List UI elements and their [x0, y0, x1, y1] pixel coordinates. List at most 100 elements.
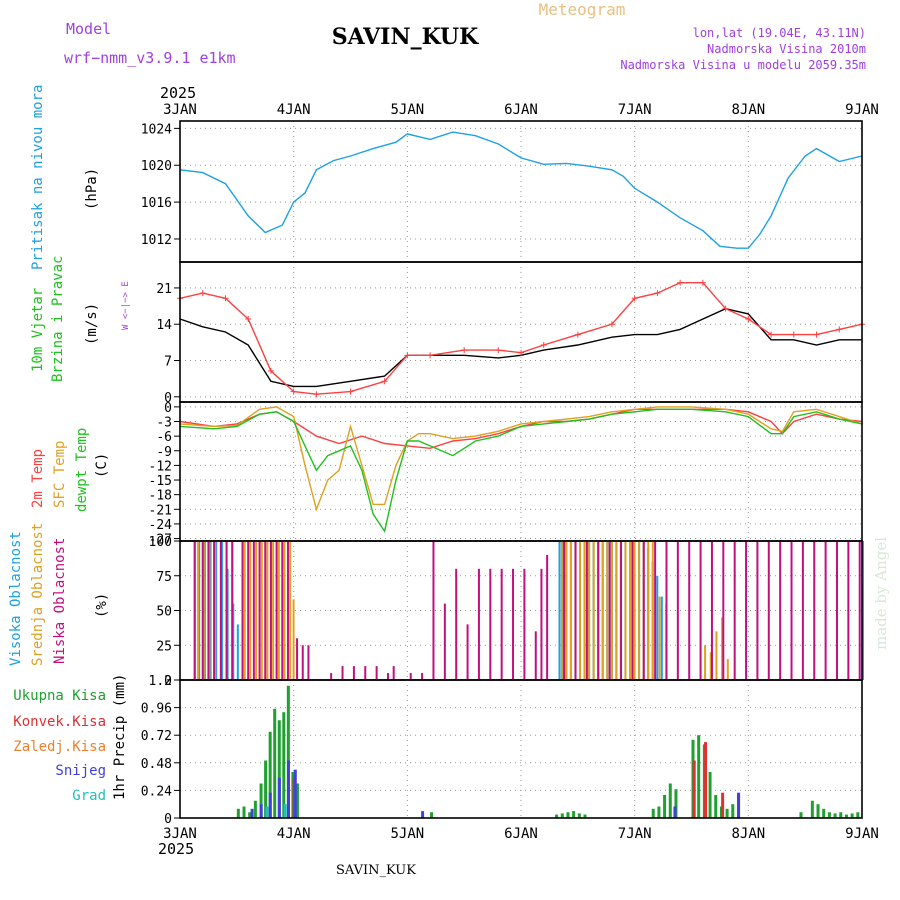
x-tick-label-bottom: 4JAN: [277, 826, 311, 842]
bar-snijeg: [268, 792, 272, 818]
bar-niska-oblacnost: [756, 541, 759, 680]
bar-niska-oblacnost: [301, 645, 304, 680]
bar-niska-oblacnost: [835, 541, 838, 680]
series-line-gust: [179, 282, 863, 395]
bar-niska-oblacnost: [201, 541, 204, 680]
panel-pressure: 1012 1016 1020 1024: [141, 120, 863, 263]
bar-ukupna-kisa: [714, 795, 718, 818]
bar-niska-oblacnost: [193, 541, 196, 680]
bar-visoka-oblacnost: [561, 541, 564, 680]
wind-unit: (m/s): [84, 303, 100, 345]
bar-ukupna-kisa: [657, 806, 661, 818]
bar-ukupna-kisa: [651, 808, 655, 818]
bar-niska-oblacnost: [597, 541, 600, 680]
bar-srednja-oblacnost: [704, 645, 707, 680]
bar-konvek-kisa: [692, 760, 696, 818]
bar-niska-oblacnost: [213, 541, 216, 680]
bar-ukupna-kisa: [572, 811, 576, 818]
bar-ukupna-kisa: [827, 812, 831, 818]
gust-marker: [813, 331, 820, 338]
gust-marker: [245, 316, 252, 323]
bar-niska-oblacnost: [341, 666, 344, 680]
bar-snijeg: [259, 804, 263, 818]
bar-niska-oblacnost: [307, 645, 310, 680]
bar-niska-oblacnost: [387, 673, 389, 680]
x-tick-label-top: 9JAN: [845, 102, 879, 118]
bar-ukupna-kisa: [850, 813, 854, 818]
x-tick-label-bottom: 5JAN: [390, 826, 424, 842]
bar-niska-oblacnost: [225, 541, 228, 680]
bar-srednja-oblacnost: [197, 541, 200, 680]
y-tick-label: 0: [164, 674, 172, 689]
bar-ukupna-kisa: [816, 804, 820, 818]
cloud-high-label: Visoka Oblacnost: [8, 531, 24, 666]
y-tick-label: 0.72: [141, 729, 172, 744]
bar-visoka-oblacnost: [203, 541, 206, 680]
altitude-text: Nadmorska Visina 2010m: [707, 42, 866, 56]
y-tick-label: -12: [149, 459, 172, 474]
y-tick-label: 25: [156, 639, 172, 654]
bar-niska-oblacnost: [608, 541, 611, 680]
gust-marker: [768, 331, 775, 338]
y-tick-label: -6: [156, 430, 172, 445]
bar-snijeg: [250, 808, 254, 818]
gust-marker: [290, 388, 297, 395]
bar-niska-oblacnost: [710, 541, 713, 680]
bar-ukupna-kisa: [286, 685, 290, 818]
temp-2m-label: 2m Temp: [30, 449, 46, 508]
temp-sfc-label: SFC Temp: [52, 441, 68, 508]
bar-snijeg: [277, 777, 281, 818]
bar-srednja-oblacnost: [651, 541, 654, 680]
bar-srednja-oblacnost: [629, 541, 632, 680]
bar-niska-oblacnost: [512, 568, 515, 680]
bar-niska-oblacnost: [421, 673, 424, 680]
bar-niska-oblacnost: [443, 603, 446, 680]
precip-legend-item: Zaledj.Kisa: [13, 739, 106, 755]
year-top: 2025: [160, 84, 196, 102]
bar-srednja-oblacnost: [243, 541, 246, 680]
bar-niska-oblacnost: [231, 541, 234, 680]
precip-legend-item: Konvek.Kisa: [13, 714, 106, 730]
bar-srednja-oblacnost: [588, 541, 591, 680]
bar-srednja-oblacnost: [292, 599, 295, 680]
bar-srednja-oblacnost: [560, 541, 563, 680]
y-tick-label: 21: [156, 282, 172, 297]
y-tick-label: 1020: [141, 159, 172, 174]
bar-srednja-oblacnost: [565, 541, 568, 680]
bar-srednja-oblacnost: [709, 652, 712, 680]
gust-marker: [631, 295, 638, 302]
x-tick-label-top: 5JAN: [390, 102, 424, 118]
gust-marker: [722, 305, 729, 312]
series-line-pritisak: [179, 131, 863, 249]
bar-niska-oblacnost: [779, 541, 782, 680]
bar-srednja-oblacnost: [592, 541, 595, 680]
bar-niska-oblacnost: [264, 541, 267, 680]
y-tick-label: 7: [164, 355, 172, 370]
x-tick-label-bottom: 8JAN: [731, 826, 765, 842]
station-title: SAVIN_KUK: [332, 24, 479, 50]
bar-ukupna-kisa: [277, 720, 281, 818]
bar-visoka-oblacnost: [660, 596, 663, 680]
wind-label-2: Brzina i Pravac: [50, 256, 66, 382]
x-axis-bottom: 3JAN 4JAN 5JAN 6JAN 7JAN 8JAN 9JAN: [163, 826, 879, 842]
bar-ukupna-kisa: [674, 789, 678, 818]
x-tick-label-bottom: 6JAN: [504, 826, 538, 842]
y-tick-label: 14: [156, 318, 172, 333]
gust-marker: [427, 352, 434, 359]
model-altitude-text: Nadmorska Visina u modelu 2059.35m: [620, 58, 866, 72]
bar-niska-oblacnost: [858, 541, 861, 680]
bar-niska-oblacnost: [733, 541, 736, 680]
series-line-sfc-temp: [179, 406, 863, 512]
cloud-low-label: Niska Oblacnost: [52, 538, 68, 664]
gust-marker: [461, 347, 468, 354]
bar-srednja-oblacnost: [583, 541, 586, 680]
cloud-unit: (%): [94, 593, 110, 618]
bar-niska-oblacnost: [654, 541, 657, 680]
panel-frame: [179, 679, 863, 819]
bar-srednja-oblacnost: [214, 541, 217, 680]
bar-niska-oblacnost: [207, 541, 210, 680]
bar-niska-oblacnost: [247, 541, 250, 680]
bar-visoka-oblacnost: [862, 541, 864, 680]
bar-niska-oblacnost: [219, 541, 222, 680]
bar-snijeg: [286, 760, 290, 818]
